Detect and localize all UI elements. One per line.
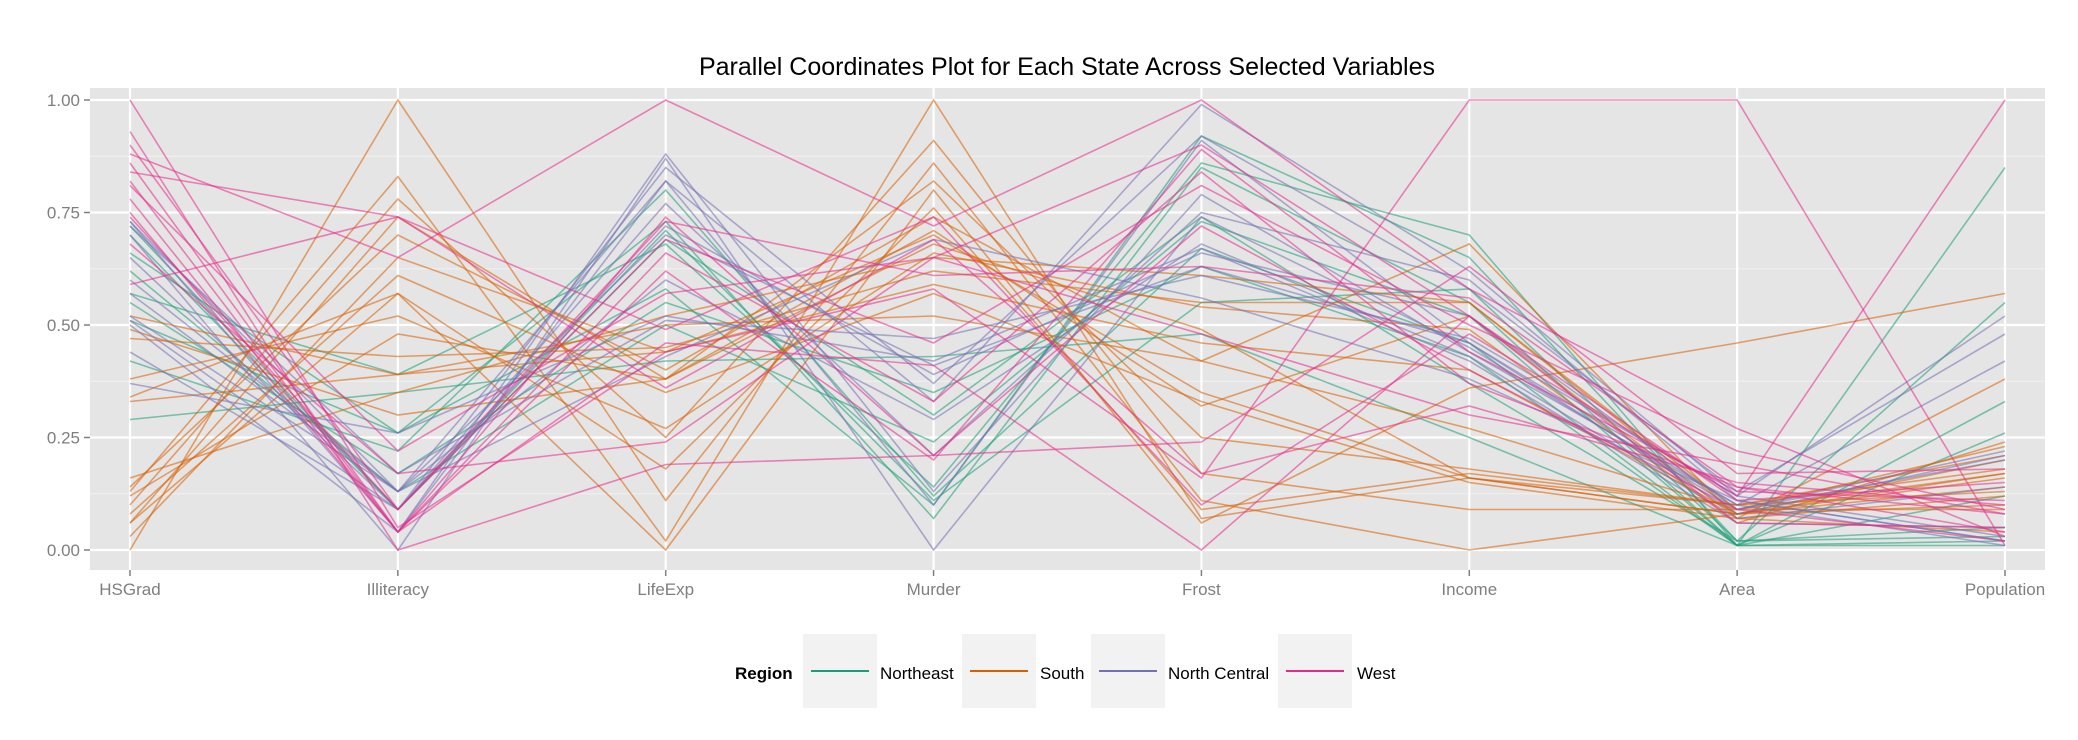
y-axis: 0.00 0.25 0.50 0.75 1.00 — [47, 91, 90, 560]
x-tick-label-population: Population — [1965, 580, 2045, 599]
chart-title: Parallel Coordinates Plot for Each State… — [699, 53, 1435, 81]
series-line-west — [129, 131, 2006, 551]
x-tick-label-murder: Murder — [907, 580, 961, 599]
legend-label-northeast: Northeast — [880, 664, 954, 683]
series-line-west — [129, 184, 2006, 511]
series-line-north-central — [129, 139, 2006, 547]
x-tick-label-area: Area — [1719, 580, 1755, 599]
x-tick-label-illiteracy: Illiteracy — [367, 580, 430, 599]
y-tick-label: 0.75 — [47, 204, 80, 223]
y-tick-label: 0.00 — [47, 541, 80, 560]
legend: Region Northeast South North Central West — [735, 634, 1396, 708]
y-tick-label: 0.25 — [47, 429, 80, 448]
x-tick-label-lifeexp: LifeExp — [637, 580, 694, 599]
series-line-west — [129, 216, 2006, 506]
series-line-west — [129, 162, 2006, 552]
series-line-northeast — [129, 265, 2006, 547]
series-line-west — [129, 243, 2006, 515]
series-line-south — [129, 256, 2006, 511]
x-tick-label-frost: Frost — [1182, 580, 1221, 599]
series-line-south — [129, 274, 2006, 520]
x-tick-label-income: Income — [1441, 580, 1497, 599]
series-line-south — [129, 206, 2006, 524]
series-line-north-central — [129, 135, 2006, 511]
legend-label-north-central: North Central — [1168, 664, 1269, 683]
series-line-northeast — [129, 333, 2006, 547]
series-line-west — [129, 148, 2006, 534]
series-lines — [129, 98, 2006, 552]
series-line-south — [129, 243, 2006, 533]
legend-label-west: West — [1357, 664, 1396, 683]
x-tick-label-hsgrad: HSGrad — [99, 580, 160, 599]
series-line-north-central — [129, 220, 2006, 520]
legend-title: Region — [735, 664, 793, 683]
y-tick-label: 1.00 — [47, 91, 80, 110]
x-axis: HSGrad Illiteracy LifeExp Murder Frost Income… — [99, 570, 2045, 599]
series-line-west — [129, 99, 2006, 538]
legend-label-south: South — [1040, 664, 1084, 683]
series-line-west — [129, 99, 2006, 546]
series-line-north-central — [129, 202, 2006, 542]
y-tick-label: 0.50 — [47, 316, 80, 335]
series-line-west — [129, 180, 2006, 542]
